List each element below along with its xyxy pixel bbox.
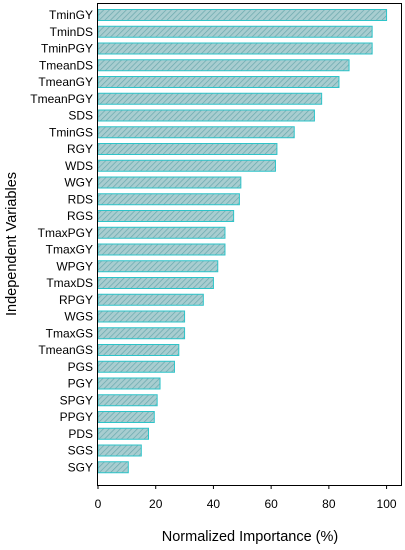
bar-tmeanpgy [97,92,323,105]
category-labels: TminGY TminDS TminPGY TmeanDS TmeanGY TmeanPG… [30,8,93,474]
category-label-tmingy: TminGY [49,8,93,22]
bar-tmeands [97,59,350,72]
bar-pgy [97,377,161,390]
category-label-sgy: SGY [68,460,93,474]
bar-rgs [97,210,235,222]
bar-sds [97,109,315,122]
category-label-sds: SDS [68,109,93,123]
bar-tmaxpgy [97,226,226,239]
bar-sgy [97,461,129,474]
x-axis-title: Normalized Importance (%) [162,529,338,545]
category-label-ppgy: PPGY [60,410,93,424]
bar-wds [97,159,276,172]
bar-tmaxds [97,277,214,289]
category-label-pgs: PGS [68,360,93,374]
x-tick-label: 20 [149,497,163,511]
plot-frame [97,3,402,486]
bar-wgy [97,176,242,189]
category-label-tmaxds: TmaxDS [46,276,93,290]
category-label-tmeangs: TmeanGS [38,343,93,357]
bar-ppgy [97,411,155,423]
x-tick-label: 100 [377,497,397,511]
bar-rpgy [97,293,204,306]
category-label-rpgy: RPGY [59,293,93,307]
bar-wpgy [97,260,219,273]
category-label-wgs: WGS [64,310,93,324]
category-label-rgy: RGY [67,142,93,156]
x-axis-ticks: 0 20 40 60 80 100 [95,485,397,511]
bars-group [97,9,388,474]
category-label-wpgy: WPGY [56,259,93,273]
category-label-tmaxgs: TmaxGS [46,326,93,340]
bar-rgy [97,143,278,155]
bar-tmings [97,126,295,139]
bar-tmingy [97,9,388,21]
bar-tmeangy [97,76,340,88]
category-label-tminds: TminDS [50,25,93,39]
bar-tminpgy [97,42,373,55]
bar-tmaxgs [97,327,186,340]
category-label-tmeangy: TmeanGY [38,75,93,89]
bar-pgs [97,360,175,373]
category-label-tmings: TminGS [49,125,93,139]
bar-tmaxgy [97,243,226,256]
category-label-pds: PDS [68,427,93,441]
category-label-rgs: RGS [67,209,93,223]
category-label-sgs: SGS [68,444,93,458]
bar-sgs [97,444,142,457]
category-label-tmeanpgy: TmeanPGY [30,92,93,106]
x-tick-label: 0 [95,497,102,511]
category-label-pgy: PGY [68,377,93,391]
category-label-tminpgy: TminPGY [41,42,93,56]
category-label-rds: RDS [68,192,93,206]
category-label-tmeands: TmeanDS [39,58,93,72]
y-axis-title: Independent Variables [4,172,20,316]
category-label-tmaxgy: TmaxGY [46,243,93,257]
category-label-wgy: WGY [64,176,93,190]
bar-wgs [97,310,186,323]
bar-pds [97,427,149,440]
x-tick-label: 40 [207,497,221,511]
bar-spgy [97,394,158,407]
bar-tminds [97,25,373,38]
bar-rds [97,193,240,206]
category-label-spgy: SPGY [60,393,93,407]
category-label-wds: WDS [65,159,93,173]
bar-tmeangs [97,344,180,356]
x-tick-label: 60 [264,497,278,511]
category-label-tmaxpgy: TmaxPGY [38,226,93,240]
x-tick-label: 80 [322,497,336,511]
